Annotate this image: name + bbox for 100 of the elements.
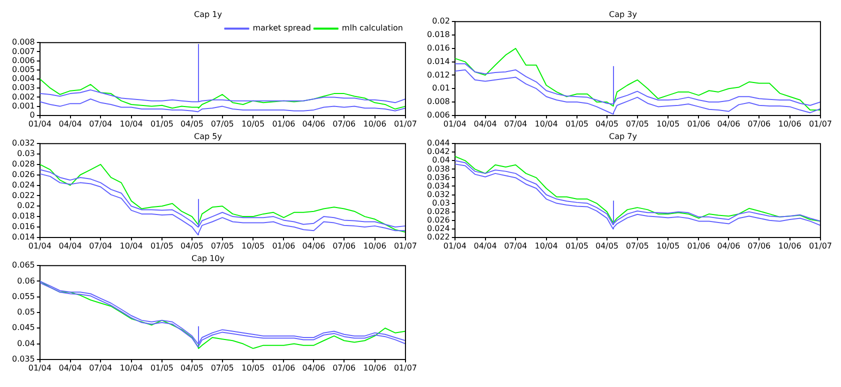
- chart-title: Cap 1y: [194, 10, 222, 19]
- x-tick-label: 07/04: [504, 241, 528, 250]
- y-tick-label: 0.036: [426, 172, 450, 182]
- x-tick-label: 04/06: [717, 241, 740, 250]
- y-tick-label: 0.022: [426, 232, 450, 242]
- y-tick-label: 0.024: [426, 224, 450, 233]
- x-tick-label: 04/06: [302, 119, 326, 128]
- x-tick-label: 04/05: [595, 119, 619, 128]
- y-tick-label: 0.016: [12, 222, 35, 232]
- y-tick-label: 0.022: [12, 190, 35, 200]
- y-tick-label: 0.045: [12, 323, 35, 332]
- x-tick-label: 07/05: [210, 241, 234, 250]
- x-tick-label: 04/05: [595, 241, 619, 250]
- chart-title: Cap 3y: [609, 10, 638, 19]
- x-tick-label: 04/05: [180, 241, 204, 250]
- x-tick-label: 07/06: [332, 241, 356, 250]
- x-tick-label: 04/04: [58, 119, 82, 128]
- y-tick-label: 0.005: [12, 64, 35, 74]
- x-tick-label: 10/04: [534, 119, 558, 128]
- x-tick-label: 07/04: [89, 241, 112, 250]
- x-tick-label: 01/05: [150, 241, 174, 250]
- y-tick-label: 0.004: [12, 74, 35, 84]
- x-tick-label: 07/05: [210, 363, 234, 372]
- y-tick-label: 0.06: [17, 276, 35, 286]
- x-tick-label: 04/06: [302, 241, 326, 250]
- y-tick-label: 0.006: [426, 110, 450, 120]
- y-tick-label: 0.05: [17, 308, 35, 317]
- x-tick-label: 10/05: [656, 241, 680, 250]
- y-tick-label: 0.038: [426, 164, 450, 174]
- y-tick-label: 0: [30, 110, 35, 120]
- y-tick-label: 0.002: [12, 92, 35, 102]
- y-tick-label: 0.008: [12, 38, 35, 47]
- x-tick-label: 10/04: [120, 241, 143, 250]
- y-tick-label: 0.006: [12, 56, 35, 65]
- legend-label: mlh calculation: [342, 24, 404, 33]
- x-tick-label: 01/06: [687, 241, 710, 250]
- y-tick-label: 0.026: [426, 215, 450, 224]
- y-tick-label: 0.024: [12, 180, 35, 190]
- y-tick-label: 0.02: [432, 16, 450, 26]
- x-tick-label: 07/05: [210, 119, 234, 128]
- x-tick-label: 07/06: [748, 241, 771, 250]
- x-tick-label: 04/06: [717, 119, 740, 128]
- x-tick-label: 07/06: [748, 119, 771, 128]
- y-tick-label: 0.018: [426, 30, 450, 40]
- y-tick-label: 0.016: [426, 43, 450, 52]
- y-tick-label: 0.044: [426, 138, 450, 148]
- x-tick-label: 10/05: [242, 119, 265, 128]
- chart-title: Cap 7y: [609, 132, 638, 141]
- y-tick-label: 0.04: [432, 156, 450, 165]
- x-tick-label: 04/04: [474, 241, 497, 250]
- x-tick-label: 10/05: [242, 241, 265, 250]
- x-tick-label: 01/04: [443, 241, 466, 250]
- y-tick-label: 0.014: [12, 232, 35, 242]
- y-tick-label: 0.03: [17, 149, 35, 158]
- x-tick-label: 10/04: [534, 241, 558, 250]
- x-tick-label: 01/05: [150, 363, 174, 372]
- x-tick-label: 01/07: [808, 119, 832, 128]
- y-tick-label: 0.026: [12, 170, 35, 179]
- chart-title: Cap 5y: [194, 132, 222, 141]
- y-tick-label: 0.007: [12, 46, 35, 56]
- x-tick-label: 10/06: [778, 241, 802, 250]
- x-tick-label: 10/06: [778, 119, 802, 128]
- y-tick-label: 0.01: [432, 84, 450, 93]
- x-tick-label: 10/06: [363, 241, 386, 250]
- x-tick-label: 01/06: [687, 119, 710, 128]
- y-tick-label: 0.034: [426, 181, 450, 190]
- x-tick-label: 04/04: [58, 363, 82, 372]
- x-tick-label: 01/04: [28, 119, 52, 128]
- y-tick-label: 0.018: [12, 212, 35, 221]
- chart-title: Cap 10y: [191, 254, 225, 263]
- y-tick-label: 0.032: [12, 138, 35, 148]
- x-tick-label: 10/05: [242, 363, 265, 372]
- y-tick-label: 0.028: [12, 160, 35, 169]
- x-tick-label: 04/04: [474, 119, 497, 128]
- y-tick-label: 0.001: [12, 101, 35, 110]
- y-tick-label: 0.055: [12, 292, 35, 301]
- x-tick-label: 01/06: [272, 363, 296, 372]
- x-tick-label: 10/04: [120, 363, 143, 372]
- x-tick-label: 10/04: [120, 119, 143, 128]
- y-tick-label: 0.02: [17, 201, 35, 210]
- x-tick-label: 01/07: [808, 241, 832, 250]
- x-tick-label: 01/04: [443, 119, 466, 128]
- y-tick-label: 0.065: [12, 260, 35, 270]
- x-tick-label: 07/05: [626, 119, 649, 128]
- x-tick-label: 01/04: [28, 363, 52, 372]
- y-tick-label: 0.042: [426, 147, 450, 156]
- x-tick-label: 01/05: [150, 119, 174, 128]
- y-tick-label: 0.008: [426, 97, 450, 106]
- x-tick-label: 01/07: [394, 119, 418, 128]
- y-tick-label: 0.03: [432, 198, 450, 208]
- y-tick-label: 0.003: [12, 83, 35, 92]
- x-tick-label: 01/07: [394, 241, 418, 250]
- y-tick-label: 0.014: [426, 56, 450, 66]
- x-tick-label: 07/04: [504, 119, 528, 128]
- legend-label: market spread: [252, 24, 311, 33]
- x-tick-label: 01/05: [565, 241, 589, 250]
- y-tick-label: 0.012: [426, 70, 450, 80]
- x-tick-label: 01/06: [272, 241, 296, 250]
- x-tick-label: 04/06: [302, 363, 326, 372]
- x-tick-label: 07/06: [332, 119, 356, 128]
